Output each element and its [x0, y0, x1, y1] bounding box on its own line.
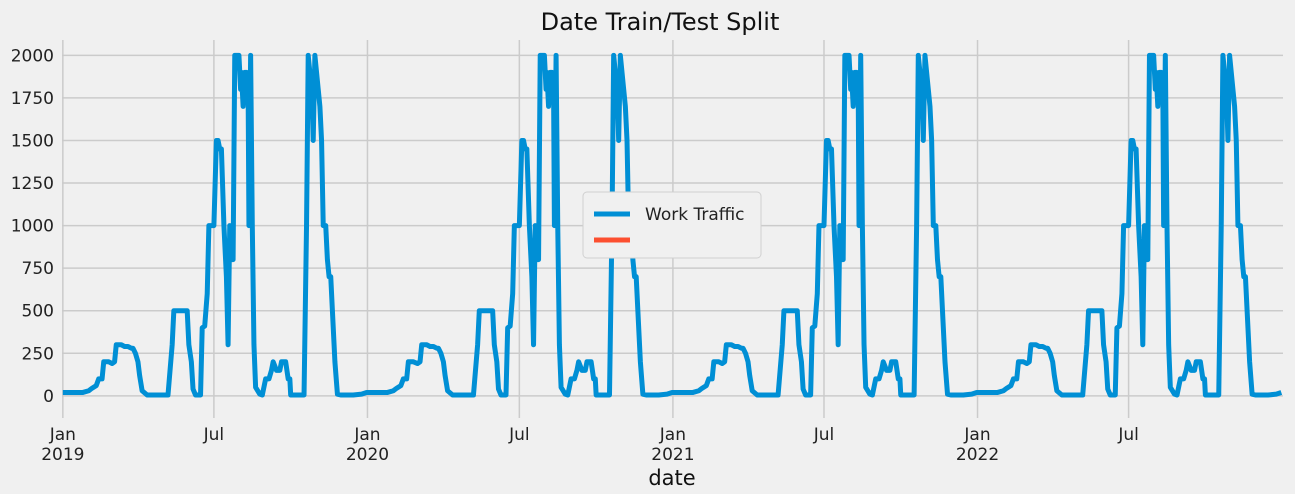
series-layer — [62, 52, 1283, 398]
y-tick-label: 1500 — [11, 131, 54, 151]
x-tick-label: Jan — [659, 425, 686, 445]
y-tick-label: 1750 — [11, 89, 54, 109]
x-tick-year-label: 2022 — [956, 445, 999, 465]
legend-frame — [582, 191, 762, 259]
y-axis: 0 250 500 750 1000 1250 1500 1750 2000 — [11, 46, 54, 407]
x-tick-label: Jan — [49, 425, 76, 445]
y-tick-label: 750 — [22, 259, 54, 279]
y-tick-label: 0 — [43, 387, 54, 407]
x-tick-label: Jul — [813, 425, 835, 445]
series-line-0 — [62, 52, 1283, 398]
y-tick-label: 2000 — [11, 46, 54, 66]
x-tick-label: Jan — [353, 425, 380, 445]
x-tick-year-label: 2021 — [651, 445, 694, 465]
legend: Work Traffic — [582, 191, 762, 259]
x-tick-year-label: 2019 — [41, 445, 84, 465]
x-tick-year-label: 2020 — [346, 445, 389, 465]
x-tick-label: Jan — [963, 425, 990, 445]
y-tick-label: 250 — [22, 344, 54, 364]
x-axis-label: date — [648, 466, 695, 490]
y-tick-label: 1000 — [11, 217, 54, 237]
x-tick-label: Jul — [508, 425, 530, 445]
x-tick-label: Jul — [203, 425, 225, 445]
legend-label-work-traffic: Work Traffic — [645, 205, 745, 225]
y-tick-label: 1250 — [11, 174, 54, 194]
x-tick-label: Jul — [1117, 425, 1139, 445]
chart-title: Date Train/Test Split — [541, 8, 780, 36]
y-tick-label: 500 — [22, 302, 54, 322]
